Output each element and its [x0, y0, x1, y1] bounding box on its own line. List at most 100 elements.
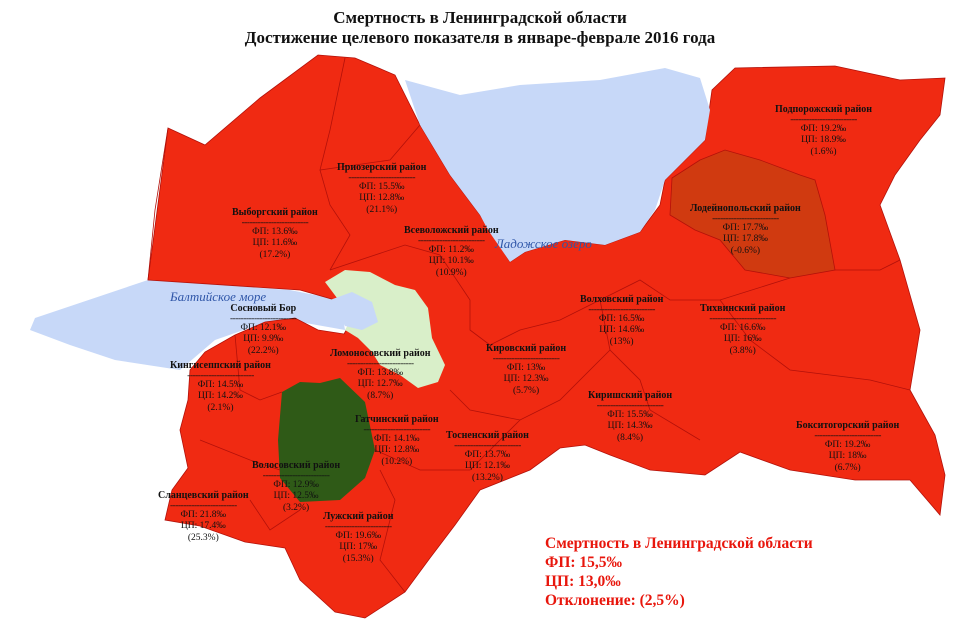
separator: ------------------------- — [324, 521, 392, 532]
district-name: Сосновый Бор — [230, 303, 297, 314]
district-name: Кингисеппский район — [170, 360, 271, 371]
district-fp: ФП: 13.6‰ — [252, 226, 298, 237]
ladoga-lake-label: Ладожское озеро — [495, 236, 592, 251]
district-name: Волховский район — [580, 294, 664, 305]
summary-cp: ЦП: 13,0‰ — [545, 573, 621, 590]
district-fp: ФП: 19.2‰ — [824, 439, 871, 450]
district-deviation: (3.8%) — [729, 345, 756, 356]
neva-bay-area — [330, 292, 378, 330]
district-name: Лодейнопольский район — [690, 203, 801, 214]
district-name: Бокситогорский район — [796, 420, 900, 431]
district-name: Выборгский район — [232, 207, 318, 218]
district-cp: ЦП: 17.4‰ — [180, 521, 226, 531]
district-label-lodeynopolsky: Лодейнопольский район ------------------… — [690, 203, 801, 257]
district-name: Приозерский район — [337, 162, 427, 173]
district-label-kirovsky: Кировский район ------------------------… — [486, 343, 566, 397]
summary-deviation: Отклонение: (2,5%) — [545, 592, 685, 609]
district-cp: ЦП: 12.8‰ — [359, 193, 405, 203]
district-cp: ЦП: 11.6‰ — [252, 238, 298, 248]
district-name: Кировский район — [486, 343, 567, 354]
district-label-volosovsky: Волосовский район ----------------------… — [252, 460, 340, 514]
map-title: Смертность в Ленинградской области — [333, 8, 627, 27]
district-name: Киришский район — [588, 390, 673, 401]
baltic-sea-label: Балтийское море — [170, 289, 267, 304]
district-name: Ломоносовский район — [330, 348, 431, 359]
district-deviation: (25.3%) — [187, 532, 219, 543]
district-deviation: (1.6%) — [810, 146, 837, 157]
district-name: Лужский район — [323, 511, 394, 522]
district-deviation: (21.1%) — [366, 204, 398, 215]
district-label-podporozhsky: Подпорожский район ---------------------… — [775, 104, 872, 158]
district-label-priozersky: Приозерский район ----------------------… — [337, 162, 426, 216]
district-label-slantsevsky: Сланцевский район ----------------------… — [158, 490, 249, 544]
district-fp: ФП: 19.2‰ — [800, 123, 847, 134]
district-cp: ЦП: 18‰ — [828, 451, 867, 461]
separator: ------------------------- — [814, 430, 881, 441]
separator: ------------------------- — [596, 400, 664, 411]
summary-title: Смертность в Ленинградской области — [545, 535, 813, 552]
district-cp: ЦП: 18.9‰ — [801, 135, 846, 145]
separator: ------------------------- — [712, 213, 779, 224]
district-deviation: (8.4%) — [616, 432, 644, 443]
district-cp: ЦП: 9.9‰ — [243, 334, 284, 344]
district-cp: ЦП: 12.1‰ — [465, 461, 510, 471]
district-deviation: (6.7%) — [834, 462, 861, 473]
district-cp: ЦП: 12.3‰ — [503, 374, 549, 384]
separator: ------------------------- — [363, 424, 431, 435]
district-cp: ЦП: 14.6‰ — [599, 325, 645, 335]
district-name: Гатчинский район — [355, 414, 439, 425]
district-fp: ФП: 11.2‰ — [428, 244, 474, 255]
district-deviation: (15.3%) — [342, 553, 374, 564]
district-label-volkhovsky: Волховский район -----------------------… — [580, 294, 663, 348]
district-cp: ЦП: 14.3‰ — [607, 421, 653, 431]
separator: ------------------------- — [588, 304, 655, 315]
district-fp: ФП: 13.8‰ — [357, 367, 403, 378]
district-label-kingiseppsky: Кингисеппский район --------------------… — [170, 360, 271, 414]
district-name: Сланцевский район — [158, 490, 249, 501]
separator: ------------------------- — [454, 440, 521, 451]
district-label-vyborgsky: Выборгский район -----------------------… — [232, 207, 318, 261]
district-fp: ФП: 19.6‰ — [335, 530, 381, 541]
separator: ------------------------- — [709, 313, 776, 324]
district-cp: ЦП: 12.5‰ — [273, 491, 319, 501]
district-fp: ФП: 13.7‰ — [464, 449, 511, 460]
volosovsky-district-area — [278, 378, 375, 502]
district-label-tikhvinsky: Тихвинский район -----------------------… — [700, 303, 785, 357]
district-deviation: (10.9%) — [435, 267, 467, 278]
district-label-kirishsky: Киришский район ------------------------… — [588, 390, 672, 444]
district-deviation: (13.2%) — [472, 472, 503, 483]
district-name: Тосненский район — [446, 430, 529, 441]
district-borders — [147, 57, 911, 593]
district-deviation: (2.1%) — [207, 402, 234, 413]
district-fp: ФП: 21.8‰ — [180, 509, 227, 520]
district-fp: ФП: 14.1‰ — [374, 433, 420, 444]
separator: ------------------------- — [346, 358, 414, 369]
district-deviation: (22.2%) — [247, 345, 279, 356]
lodeynopolsky-district-area — [669, 149, 836, 279]
district-name: Подпорожский район — [775, 104, 873, 115]
district-fp: ФП: 15.5‰ — [358, 181, 405, 192]
district-fp: ФП: 12.1‰ — [240, 322, 287, 333]
region-summary: Смертность в Ленинградской области ФП: 1… — [545, 534, 813, 610]
district-fp: ФП: 14.5‰ — [197, 379, 244, 390]
district-cp: ЦП: 12.8‰ — [374, 445, 420, 455]
separator: ------------------------- — [187, 370, 254, 381]
district-cp: ЦП: 14.2‰ — [198, 391, 243, 401]
district-fp: ФП: 13‰ — [506, 362, 546, 373]
district-deviation: (3.2%) — [283, 502, 310, 513]
district-cp: ЦП: 17.8‰ — [722, 234, 768, 244]
separator: ------------------------- — [418, 235, 485, 246]
district-label-lomonosovsky: Ломоносовский район --------------------… — [330, 348, 430, 402]
district-label-boksitogorsky: Бокситогорский район -------------------… — [796, 420, 899, 474]
district-fp: ФП: 15.5‰ — [607, 409, 653, 420]
district-cp: ЦП: 12.7‰ — [357, 379, 403, 389]
district-fp: ФП: 16.6‰ — [719, 322, 766, 333]
district-label-vsevolozhsky: Всеволожский район ---------------------… — [404, 225, 499, 279]
district-name: Тихвинский район — [700, 303, 786, 314]
district-fp: ФП: 12.9‰ — [273, 479, 319, 490]
district-label-tosnensky: Тосненский район -----------------------… — [446, 430, 529, 484]
summary-fp: ФП: 15,5‰ — [545, 554, 623, 571]
district-name: Всеволожский район — [404, 225, 499, 236]
map-subtitle: Достижение целевого показателя в январе-… — [244, 28, 716, 47]
